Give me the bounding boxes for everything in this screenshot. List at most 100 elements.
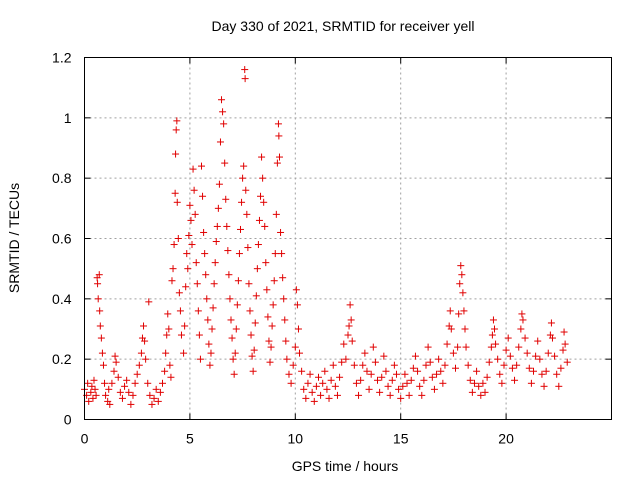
data-point bbox=[262, 259, 270, 267]
data-point bbox=[407, 376, 415, 384]
data-point bbox=[489, 316, 497, 324]
data-point bbox=[527, 379, 535, 387]
data-point bbox=[310, 397, 318, 405]
data-point bbox=[193, 280, 201, 288]
data-point bbox=[369, 343, 377, 351]
data-point bbox=[485, 358, 493, 366]
data-point bbox=[202, 271, 210, 279]
data-point bbox=[384, 382, 392, 390]
data-point bbox=[248, 352, 256, 360]
data-point bbox=[275, 132, 283, 140]
data-point bbox=[382, 367, 390, 375]
data-point bbox=[215, 180, 223, 188]
data-point bbox=[210, 280, 218, 288]
data-point bbox=[247, 331, 255, 339]
data-point bbox=[105, 385, 113, 393]
data-point bbox=[350, 361, 358, 369]
data-point bbox=[222, 195, 230, 203]
x-tick-label: 15 bbox=[393, 431, 409, 447]
data-point bbox=[195, 331, 203, 339]
data-point bbox=[188, 241, 196, 249]
x-tick-label: 0 bbox=[81, 431, 89, 447]
data-point bbox=[162, 349, 170, 357]
data-point bbox=[481, 388, 489, 396]
data-point bbox=[504, 334, 512, 342]
data-point bbox=[127, 400, 135, 408]
data-point bbox=[95, 271, 103, 279]
data-point bbox=[208, 325, 216, 333]
data-point bbox=[196, 355, 204, 363]
data-point bbox=[397, 394, 405, 402]
data-point bbox=[323, 385, 331, 393]
data-point bbox=[259, 174, 267, 182]
data-point bbox=[175, 289, 183, 297]
y-tick-label: 0.8 bbox=[52, 170, 72, 186]
plot-frame bbox=[84, 57, 612, 420]
data-point bbox=[346, 301, 354, 309]
data-point bbox=[150, 394, 158, 402]
data-point bbox=[236, 225, 244, 233]
data-point bbox=[551, 352, 559, 360]
axis-ticks: 0 5 10 15 20 0 0.2 0.4 0.6 0.8 1 1.2 bbox=[52, 50, 612, 447]
y-tick-label: 0 bbox=[64, 412, 72, 428]
data-point bbox=[266, 358, 274, 366]
data-point bbox=[403, 379, 411, 387]
data-point bbox=[338, 358, 346, 366]
data-point bbox=[263, 286, 271, 294]
data-point bbox=[519, 316, 527, 324]
data-point bbox=[371, 358, 379, 366]
data-point bbox=[163, 331, 171, 339]
data-point bbox=[479, 379, 487, 387]
data-point bbox=[229, 355, 237, 363]
data-point bbox=[534, 337, 542, 345]
data-point bbox=[365, 385, 373, 393]
data-point bbox=[176, 307, 184, 315]
data-point bbox=[174, 235, 182, 242]
data-point bbox=[221, 159, 229, 167]
data-point bbox=[250, 346, 258, 354]
data-point bbox=[265, 337, 273, 345]
data-point bbox=[280, 295, 288, 303]
data-point bbox=[180, 349, 188, 357]
x-tick-label: 5 bbox=[186, 431, 194, 447]
data-point bbox=[355, 391, 363, 399]
data-point bbox=[112, 358, 120, 366]
data-point bbox=[173, 117, 181, 125]
data-point bbox=[252, 292, 260, 300]
data-point bbox=[158, 379, 166, 387]
data-point bbox=[291, 343, 299, 351]
data-point bbox=[240, 162, 248, 170]
data-point bbox=[135, 361, 143, 369]
data-point bbox=[243, 210, 251, 218]
data-point bbox=[287, 379, 295, 387]
data-point bbox=[424, 343, 432, 351]
data-point bbox=[386, 391, 394, 399]
data-point bbox=[111, 352, 119, 360]
data-point bbox=[116, 388, 124, 396]
data-point bbox=[92, 391, 100, 399]
data-point bbox=[269, 301, 277, 309]
data-point bbox=[91, 385, 99, 393]
data-point bbox=[449, 349, 457, 357]
data-point bbox=[492, 340, 500, 348]
data-point bbox=[192, 259, 200, 267]
data-point bbox=[270, 277, 278, 285]
data-point bbox=[374, 376, 382, 384]
data-point bbox=[258, 153, 266, 161]
data-point bbox=[207, 349, 215, 357]
data-point bbox=[470, 379, 478, 387]
data-point bbox=[238, 198, 246, 206]
data-point bbox=[428, 373, 436, 381]
data-point bbox=[277, 228, 285, 236]
data-point bbox=[461, 325, 469, 333]
data-point bbox=[181, 322, 189, 330]
data-point bbox=[359, 361, 367, 369]
data-point bbox=[156, 388, 164, 396]
data-point bbox=[255, 216, 263, 224]
data-point bbox=[125, 388, 133, 396]
data-point bbox=[462, 343, 470, 351]
data-point bbox=[141, 337, 149, 345]
data-point bbox=[232, 325, 240, 333]
data-point bbox=[547, 319, 555, 327]
